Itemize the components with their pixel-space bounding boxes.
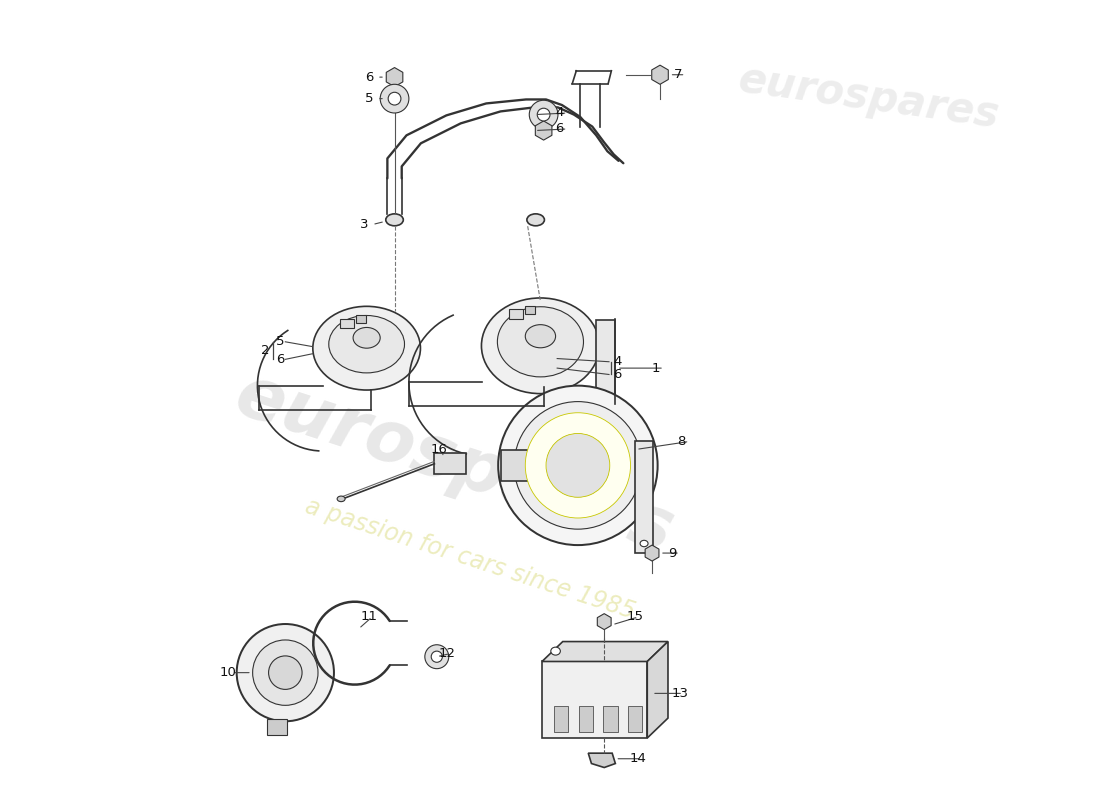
Text: eurospares: eurospares — [227, 360, 682, 567]
Text: 6: 6 — [613, 368, 621, 381]
FancyBboxPatch shape — [340, 318, 354, 328]
Ellipse shape — [482, 298, 600, 394]
Text: 4: 4 — [556, 106, 564, 119]
Ellipse shape — [329, 315, 405, 373]
Text: 4: 4 — [613, 355, 621, 368]
Circle shape — [529, 100, 558, 129]
Text: 3: 3 — [361, 218, 368, 231]
Polygon shape — [536, 121, 552, 140]
Ellipse shape — [253, 640, 318, 706]
Ellipse shape — [353, 327, 381, 348]
Text: a passion for cars since 1985: a passion for cars since 1985 — [302, 494, 638, 624]
Ellipse shape — [498, 386, 658, 545]
Ellipse shape — [386, 214, 404, 226]
FancyBboxPatch shape — [596, 320, 615, 403]
Text: 14: 14 — [629, 752, 647, 766]
Polygon shape — [588, 753, 615, 767]
FancyBboxPatch shape — [356, 315, 366, 323]
Text: 8: 8 — [678, 435, 686, 448]
Circle shape — [425, 645, 449, 669]
Ellipse shape — [527, 214, 544, 226]
Circle shape — [537, 108, 550, 121]
Ellipse shape — [551, 647, 560, 655]
Bar — [579, 706, 593, 733]
FancyBboxPatch shape — [267, 719, 287, 735]
Text: 5: 5 — [276, 335, 284, 348]
Text: 10: 10 — [220, 666, 236, 679]
Ellipse shape — [312, 306, 420, 390]
Ellipse shape — [526, 325, 556, 348]
Ellipse shape — [497, 306, 583, 377]
Ellipse shape — [337, 496, 345, 502]
Ellipse shape — [546, 433, 611, 498]
Text: 11: 11 — [361, 610, 377, 623]
Ellipse shape — [640, 540, 648, 546]
Polygon shape — [645, 545, 659, 561]
Text: 16: 16 — [430, 443, 448, 456]
Bar — [554, 706, 569, 733]
Text: 15: 15 — [627, 610, 644, 623]
Ellipse shape — [236, 624, 334, 722]
Ellipse shape — [268, 656, 302, 690]
Circle shape — [431, 651, 442, 662]
FancyBboxPatch shape — [526, 306, 535, 314]
Text: 5: 5 — [365, 92, 374, 105]
Text: 6: 6 — [365, 70, 373, 84]
Text: 7: 7 — [673, 68, 682, 82]
Polygon shape — [386, 67, 403, 86]
Bar — [604, 706, 618, 733]
FancyBboxPatch shape — [502, 450, 531, 481]
Text: eurospares: eurospares — [736, 58, 1002, 136]
Ellipse shape — [514, 402, 641, 529]
Text: 9: 9 — [668, 546, 676, 559]
Polygon shape — [542, 642, 668, 662]
Text: 13: 13 — [671, 687, 689, 700]
Text: 12: 12 — [439, 647, 455, 660]
FancyBboxPatch shape — [636, 442, 652, 553]
Polygon shape — [647, 642, 668, 738]
Polygon shape — [597, 614, 612, 630]
FancyBboxPatch shape — [434, 454, 466, 474]
Bar — [628, 706, 642, 733]
Text: 6: 6 — [556, 122, 564, 135]
Text: 1: 1 — [652, 362, 660, 374]
Circle shape — [388, 92, 400, 105]
Circle shape — [381, 84, 409, 113]
Text: 2: 2 — [261, 344, 270, 357]
FancyBboxPatch shape — [508, 309, 522, 318]
Text: 6: 6 — [276, 353, 284, 366]
Polygon shape — [542, 662, 647, 738]
Polygon shape — [651, 65, 669, 84]
Wedge shape — [526, 413, 630, 518]
